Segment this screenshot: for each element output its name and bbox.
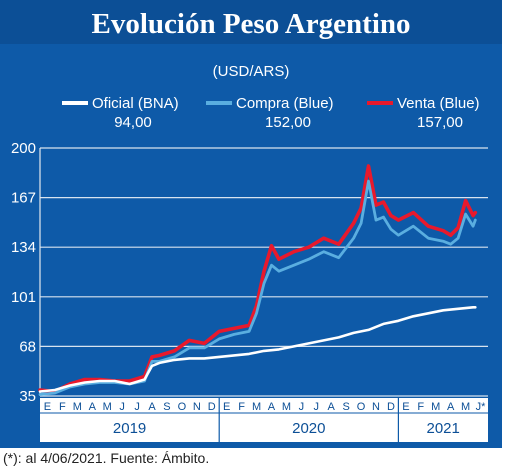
grid xyxy=(39,147,488,397)
y-tick-label-167: 167 xyxy=(11,190,36,207)
x-axis-band xyxy=(40,398,488,442)
x-tick-label-0: E xyxy=(44,401,51,413)
x-tick-label-7: A xyxy=(148,401,156,413)
y-tick-label-134: 134 xyxy=(11,239,36,256)
series-line-venta-blue xyxy=(38,164,478,394)
y-tick-label-101: 101 xyxy=(11,289,36,306)
x-tick-label-25: F xyxy=(417,401,424,413)
legend: Oficial (BNA) 94,00 Compra (Blue) 152,00… xyxy=(62,95,480,131)
x-tick-label-20: S xyxy=(342,401,349,413)
x-tick-label-18: J xyxy=(314,401,320,413)
chart-subtitle: (USD/ARS) xyxy=(213,63,290,80)
x-tick-label-26: M xyxy=(431,401,440,413)
y-tick-label-68: 68 xyxy=(19,338,36,355)
x-tick-label-16: M xyxy=(282,401,291,413)
x-tick-label-3: A xyxy=(89,401,97,413)
x-tick-label-10: N xyxy=(193,401,201,413)
x-tick-label-2: M xyxy=(73,401,82,413)
x-tick-label-15: A xyxy=(268,401,276,413)
x-tick-label-28: M xyxy=(461,401,470,413)
chart-title: Evolución Peso Argentino xyxy=(91,8,410,40)
x-axis: E F M A M J J A S O N D E F M A M J J A S O N D E F M A M J*2019 2020 2… xyxy=(40,398,488,442)
x-tick-label-19: A xyxy=(328,401,336,413)
y-axis-ticks: 35 68 101 134 167 200 xyxy=(11,140,36,405)
x-tick-label-13: F xyxy=(238,401,245,413)
x-tick-label-17: J xyxy=(299,401,305,413)
year-label-2019: 2019 xyxy=(113,420,146,437)
legend-value-oficial: 94,00 xyxy=(114,114,152,131)
series xyxy=(38,164,478,396)
x-tick-label-14: M xyxy=(252,401,261,413)
x-tick-label-6: J xyxy=(134,401,140,413)
x-tick-label-1: F xyxy=(59,401,66,413)
footnote: (*): al 4/06/2021. Fuente: Ámbito. xyxy=(3,450,209,466)
legend-value-venta: 157,00 xyxy=(417,114,463,131)
x-tick-label-9: O xyxy=(178,401,187,413)
year-label-2021: 2021 xyxy=(427,420,460,437)
year-label-2020: 2020 xyxy=(292,420,325,437)
x-tick-label-12: E xyxy=(223,401,230,413)
title-band xyxy=(0,0,502,44)
x-tick-label-5: J xyxy=(119,401,125,413)
x-tick-label-29: J* xyxy=(476,401,487,413)
legend-label-oficial: Oficial (BNA) xyxy=(92,95,179,112)
x-tick-label-23: D xyxy=(387,401,395,413)
legend-value-compra: 152,00 xyxy=(265,114,311,131)
series-line-oficial-bna xyxy=(38,305,477,393)
legend-label-venta: Venta (Blue) xyxy=(397,95,480,112)
x-tick-label-11: D xyxy=(208,401,216,413)
x-tick-label-4: M xyxy=(103,401,112,413)
x-tick-label-21: O xyxy=(357,401,366,413)
y-tick-label-200: 200 xyxy=(11,140,36,157)
chart-panel-background xyxy=(0,0,502,448)
x-tick-label-22: N xyxy=(372,401,380,413)
y-tick-label-35: 35 xyxy=(19,388,36,405)
x-tick-label-8: S xyxy=(163,401,170,413)
x-tick-label-27: A xyxy=(447,401,455,413)
legend-label-compra: Compra (Blue) xyxy=(236,95,334,112)
x-tick-label-24: E xyxy=(402,401,409,413)
